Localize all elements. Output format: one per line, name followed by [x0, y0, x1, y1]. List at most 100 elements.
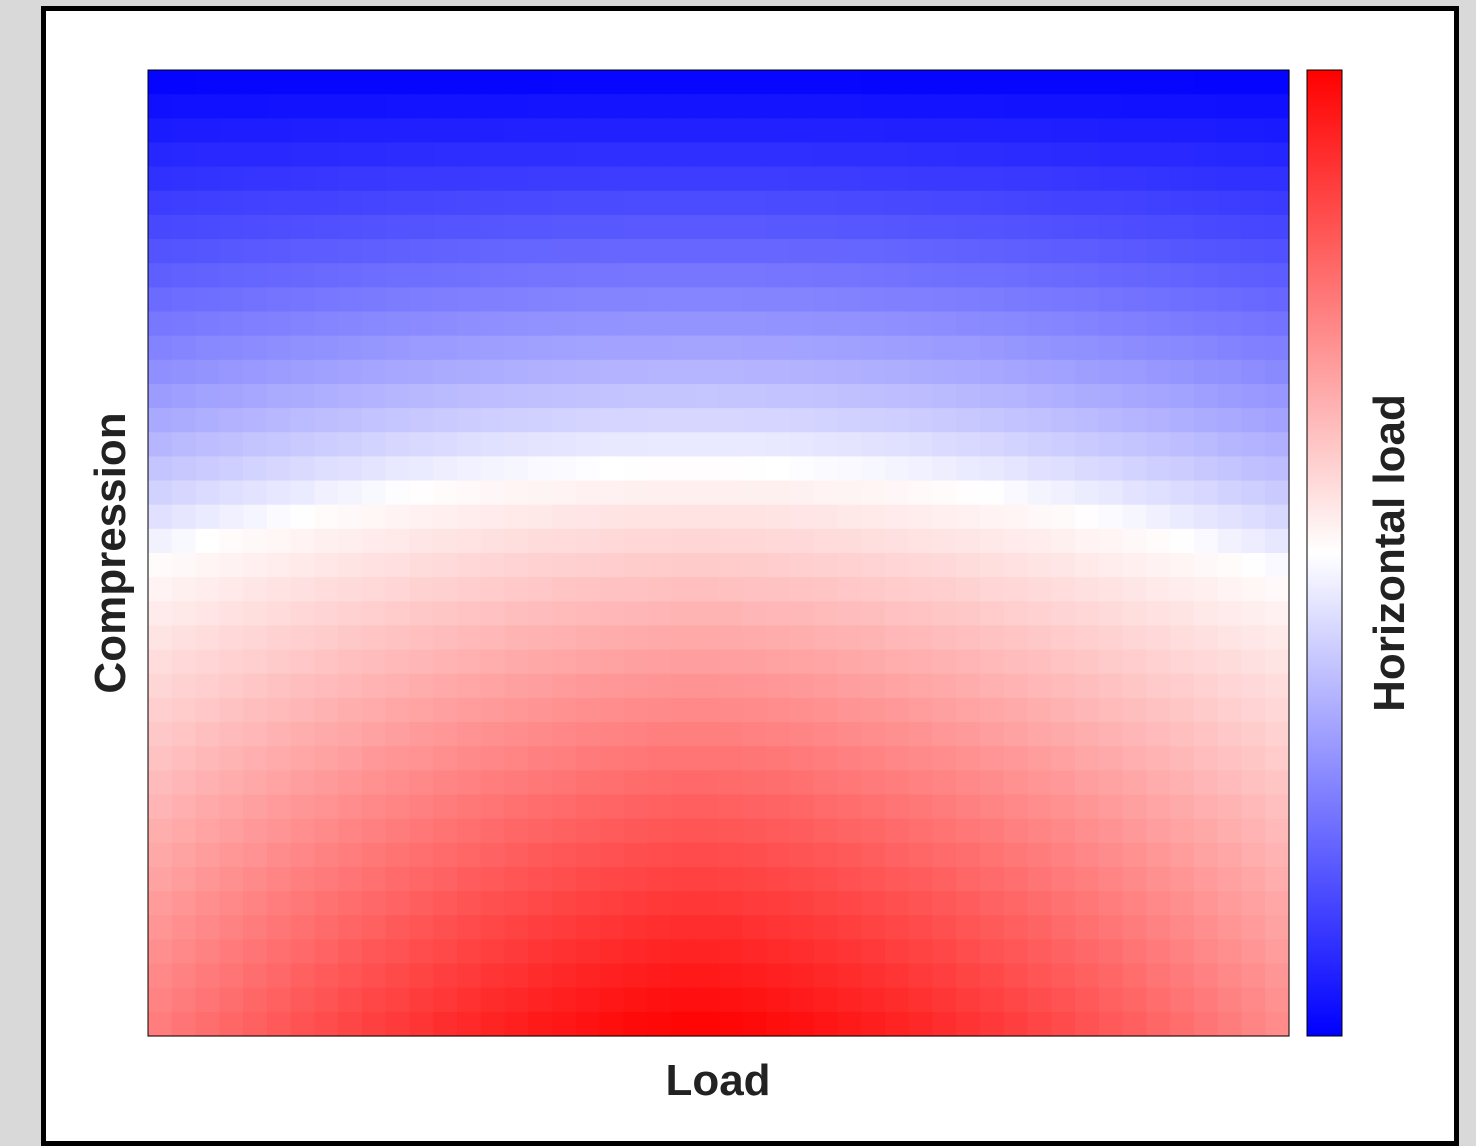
heatmap-cell	[409, 697, 434, 723]
heatmap-cell	[528, 432, 553, 457]
heatmap-cell	[694, 649, 720, 675]
heatmap-cell	[1003, 1011, 1029, 1037]
heatmap-cell	[766, 818, 791, 844]
heatmap-cell	[528, 1011, 553, 1037]
heatmap-cell	[837, 891, 862, 916]
heatmap-cell	[979, 673, 1005, 699]
heatmap-cell	[433, 383, 458, 409]
heatmap-cell	[718, 939, 743, 965]
heatmap-cell	[1098, 432, 1124, 457]
heatmap-cell	[599, 239, 625, 264]
heatmap-cell	[837, 70, 862, 95]
heatmap-cell	[1075, 746, 1100, 771]
heatmap-cell	[766, 1011, 791, 1037]
heatmap-cell	[884, 818, 910, 844]
heatmap-cell	[528, 190, 553, 216]
heatmap-cell	[314, 239, 339, 264]
heatmap-cell	[979, 480, 1005, 506]
heatmap-cell	[290, 891, 315, 916]
heatmap-cell	[1217, 408, 1243, 433]
heatmap-cell	[171, 528, 197, 554]
heatmap-cell	[385, 504, 411, 530]
heatmap-cell	[195, 311, 220, 337]
heatmap-cell	[314, 311, 339, 337]
heatmap-cell	[1051, 480, 1076, 506]
heatmap-cell	[670, 504, 696, 530]
heatmap-cell	[623, 770, 648, 796]
heatmap-cell	[1193, 480, 1219, 506]
heatmap-cell	[932, 697, 957, 723]
heatmap-cell	[1122, 673, 1147, 699]
heatmap-cell	[647, 118, 672, 144]
heatmap-cell	[1027, 239, 1052, 264]
heatmap-cell	[694, 166, 720, 192]
heatmap-cell	[1122, 1011, 1147, 1037]
heatmap-cell	[884, 601, 910, 627]
heatmap-cell	[1027, 842, 1052, 868]
heatmap-cell	[528, 987, 553, 1013]
heatmap-cell	[195, 915, 220, 940]
heatmap-cell	[1217, 335, 1243, 361]
heatmap-cell	[1170, 553, 1195, 578]
heatmap-cell	[361, 70, 387, 95]
heatmap-cell	[1241, 528, 1266, 554]
heatmap-cell	[504, 263, 529, 288]
heatmap-cell	[1265, 915, 1290, 940]
heatmap-cell	[457, 625, 482, 651]
heatmap-cell	[266, 432, 292, 457]
heatmap-cell	[528, 577, 553, 602]
heatmap-cell	[385, 673, 411, 699]
heatmap-cell	[718, 383, 743, 409]
heatmap-cell	[575, 118, 601, 144]
heatmap-cell	[314, 456, 339, 482]
heatmap-cell	[1193, 673, 1219, 699]
heatmap-cell	[694, 94, 720, 119]
heatmap-cell	[813, 746, 838, 771]
heatmap-cell	[552, 166, 577, 192]
heatmap-cell	[694, 673, 720, 699]
heatmap-cell	[243, 649, 268, 675]
heatmap-cell	[457, 818, 482, 844]
heatmap-cell	[433, 142, 458, 168]
heatmap-cell	[956, 625, 981, 651]
heatmap-cell	[1122, 166, 1147, 192]
y-axis-title: Compression	[86, 412, 135, 693]
heatmap-cell	[1265, 432, 1290, 457]
heatmap-cell	[338, 94, 363, 119]
heatmap-cell	[718, 746, 743, 771]
heatmap-cell	[314, 722, 339, 747]
heatmap-cell	[884, 239, 910, 264]
heatmap-cell	[979, 504, 1005, 530]
heatmap-cell	[742, 504, 767, 530]
heatmap-cell	[599, 190, 625, 216]
heatmap-cell	[480, 335, 506, 361]
heatmap-cell	[1027, 818, 1052, 844]
heatmap-cell	[1170, 673, 1195, 699]
heatmap-cell	[314, 528, 339, 554]
heatmap-cell	[385, 214, 411, 240]
heatmap-cell	[480, 601, 506, 627]
heatmap-cell	[623, 625, 648, 651]
heatmap-cell	[290, 746, 315, 771]
heatmap-cell	[837, 987, 862, 1013]
heatmap-cell	[552, 142, 577, 168]
heatmap-cell	[171, 842, 197, 868]
heatmap-cell	[361, 601, 387, 627]
heatmap-cell	[813, 963, 838, 989]
heatmap-cell	[1146, 311, 1171, 337]
heatmap-cell	[1075, 722, 1100, 747]
heatmap-cell	[457, 553, 482, 578]
heatmap-cell	[575, 142, 601, 168]
heatmap-cell	[243, 601, 268, 627]
heatmap-cell	[552, 359, 577, 385]
heatmap-cell	[171, 94, 197, 119]
heatmap-cell	[1217, 480, 1243, 506]
heatmap-cell	[1217, 263, 1243, 288]
heatmap-cell	[552, 408, 577, 433]
heatmap-cell	[148, 553, 173, 578]
heatmap-cell	[433, 528, 458, 554]
heatmap-cell	[219, 287, 244, 313]
heatmap-cell	[480, 697, 506, 723]
heatmap-cell	[694, 746, 720, 771]
heatmap-cell	[338, 987, 363, 1013]
